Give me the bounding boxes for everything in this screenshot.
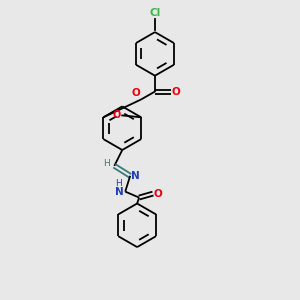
Text: O: O bbox=[112, 110, 120, 120]
Text: O: O bbox=[131, 88, 140, 98]
Text: H: H bbox=[115, 178, 122, 188]
Text: H: H bbox=[103, 159, 110, 168]
Text: O: O bbox=[154, 189, 163, 199]
Text: N: N bbox=[116, 187, 124, 196]
Text: O: O bbox=[172, 86, 181, 97]
Text: N: N bbox=[131, 171, 140, 181]
Text: Cl: Cl bbox=[149, 8, 161, 18]
